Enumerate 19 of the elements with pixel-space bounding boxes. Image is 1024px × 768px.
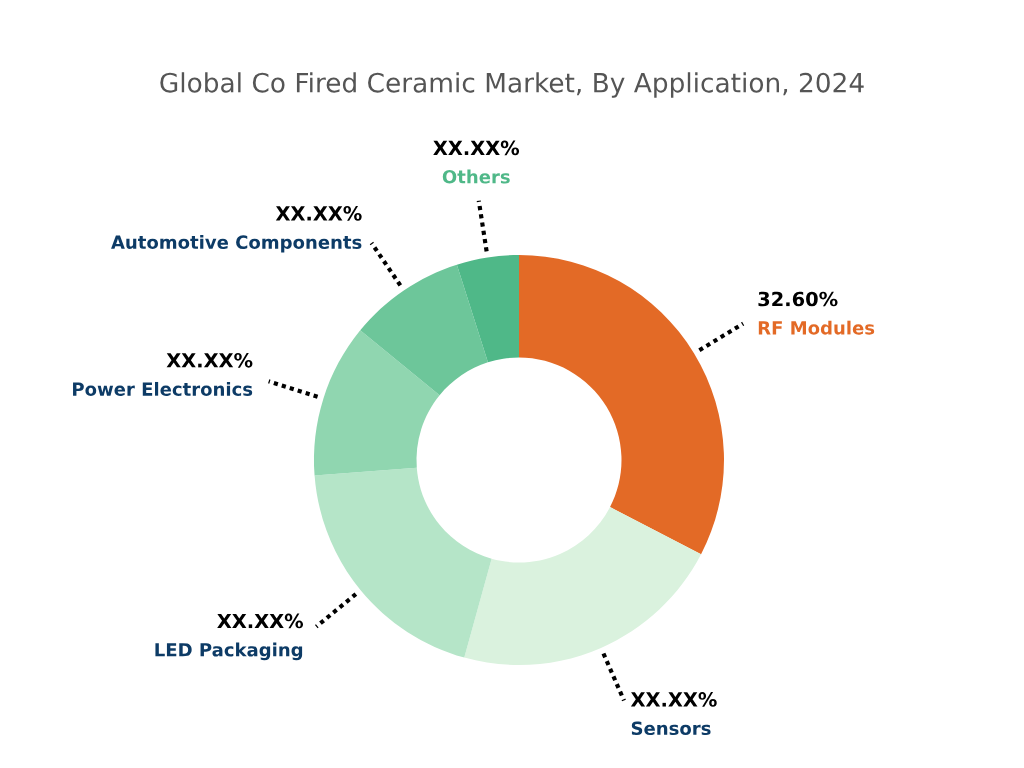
slice-label: Power Electronics (73, 381, 253, 396)
donut-slice (519, 255, 724, 555)
chart-title: Global Co Fired Ceramic Market, By Application, 2024 (160, 72, 864, 98)
slice-label: Automotive Components (111, 235, 362, 253)
data-label: 32.60% (758, 291, 838, 307)
data-label: XX.XX% (433, 140, 520, 156)
slice-label: RF Modules (758, 320, 875, 335)
data-label: XX.XX% (630, 692, 717, 707)
donut-slice (314, 467, 492, 658)
slice-label: Sensors (631, 721, 711, 736)
slice-label: Others (442, 169, 510, 184)
slice-label: LED Packaging (155, 642, 303, 661)
donut-slice (456, 255, 519, 363)
donut-slice (314, 330, 440, 476)
data-label: XX.XX% (275, 205, 362, 221)
donut-slice (464, 507, 702, 665)
data-label: XX.XX% (217, 613, 304, 629)
data-label: XX.XX% (166, 352, 253, 368)
donut-slice (360, 264, 488, 396)
